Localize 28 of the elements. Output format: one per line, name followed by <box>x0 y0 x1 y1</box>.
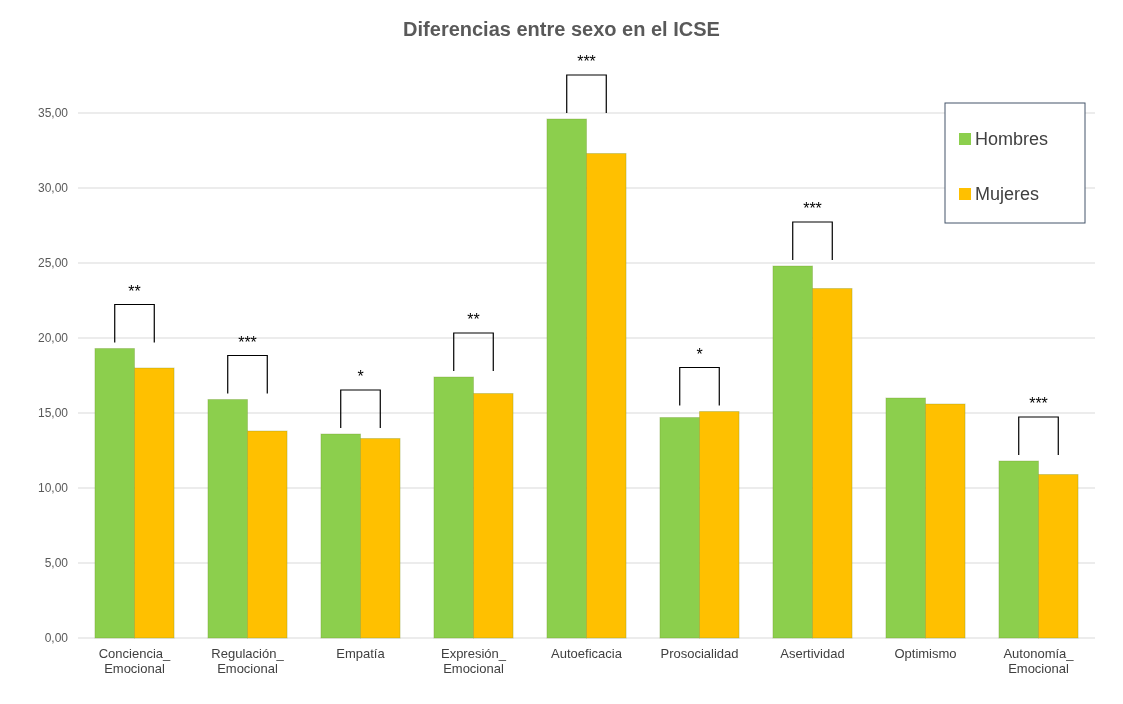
y-tick-label: 20,00 <box>37 331 69 346</box>
y-tick-label: 0,00 <box>44 631 69 646</box>
chart-title: Diferencias entre sexo en el ICSE <box>403 18 720 40</box>
x-tick-label: Asertividad <box>780 646 845 661</box>
x-tick-label: Autoeficacia <box>551 646 623 661</box>
annotation: * <box>357 368 364 385</box>
x-tick-label: Empatía <box>336 646 386 661</box>
x-tick-label: Prosocialidad <box>660 646 739 661</box>
annotation: * <box>696 345 703 363</box>
x-tick-label: Regulación_ Emocional <box>211 646 285 676</box>
y-tick-label: 10,00 <box>37 481 69 496</box>
annotation: ** <box>467 311 480 328</box>
x-tick-label: Optimismo <box>894 646 957 661</box>
x-tick-label: Conciencia_ Emocional <box>98 646 172 676</box>
y-tick-label: 5,00 <box>44 556 69 571</box>
x-tick-label: Autonomía_ Emocional <box>1003 646 1075 676</box>
y-tick-label: 15,00 <box>37 406 69 421</box>
x-tick-label: Expresión_ Emocional <box>440 646 507 676</box>
annotation: ** <box>128 282 141 300</box>
annotation: *** <box>1029 395 1048 412</box>
y-tick-label: 35,00 <box>37 106 69 121</box>
annotation: *** <box>803 200 822 217</box>
y-tick-label: 30,00 <box>37 181 69 196</box>
annotation: *** <box>238 333 257 351</box>
y-tick-label: 25,00 <box>37 256 69 271</box>
text: *** <box>577 53 596 70</box>
legend-label: Mujeres <box>975 184 1040 205</box>
legend-label: Hombres <box>975 129 1049 150</box>
